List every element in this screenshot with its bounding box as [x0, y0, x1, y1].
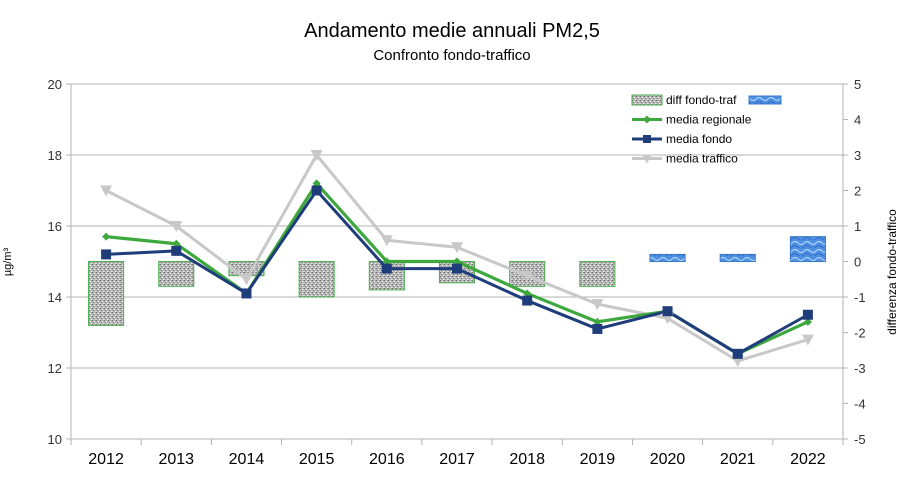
- point-media-traffico: [100, 185, 113, 197]
- y2-tick-label: 2: [854, 184, 861, 199]
- point-media-traffico: [240, 274, 253, 286]
- point-media-traffico: [801, 334, 814, 346]
- legend-label-media-fondo: media fondo: [666, 132, 732, 146]
- x-tick-label: 2018: [509, 451, 545, 468]
- y2-tick-label: 4: [854, 113, 861, 128]
- chart-subtitle: Confronto fondo-traffico: [373, 47, 531, 64]
- y-tick-label: 12: [48, 361, 62, 376]
- point-media-regionale: [523, 289, 532, 298]
- point-media-regionale: [172, 239, 181, 248]
- legend-marker-media-regionale: [643, 115, 651, 124]
- point-media-traffico: [170, 221, 183, 232]
- legend-swatch-positive-diff-fondo-traf: [748, 95, 782, 105]
- bar-diff-fondo-traf: [158, 261, 195, 287]
- point-media-fondo: [732, 348, 743, 359]
- y2-tick-label: -1: [854, 290, 866, 305]
- point-media-traffico: [451, 242, 463, 254]
- point-media-fondo: [101, 249, 112, 260]
- legend-marker-media-fondo: [643, 135, 651, 143]
- point-media-fondo: [381, 263, 392, 274]
- point-media-regionale: [453, 257, 461, 266]
- y-tick-label: 20: [48, 77, 62, 92]
- point-media-fondo: [171, 245, 182, 256]
- point-media-fondo: [802, 309, 813, 320]
- point-media-fondo: [241, 288, 252, 299]
- x-tick-label: 2013: [158, 451, 194, 468]
- point-media-regionale: [312, 179, 321, 188]
- x-tick-label: 2015: [299, 451, 335, 468]
- point-media-traffico: [591, 299, 604, 311]
- y2-tick-label: -3: [854, 361, 866, 376]
- y2-tick-label: -4: [854, 397, 866, 412]
- point-media-traffico: [310, 150, 323, 161]
- bar-diff-fondo-traf: [649, 253, 686, 262]
- point-media-fondo: [592, 323, 603, 334]
- point-media-regionale: [803, 317, 812, 326]
- y2-tick-label: 1: [854, 219, 861, 234]
- x-tick-label: 2016: [369, 451, 405, 468]
- point-media-fondo: [452, 263, 462, 274]
- point-media-fondo: [522, 295, 533, 306]
- point-media-regionale: [382, 257, 391, 266]
- x-tick-label: 2017: [439, 451, 475, 468]
- y2-tick-label: 0: [854, 255, 861, 270]
- y-tick-label: 16: [48, 219, 62, 234]
- y-tick-label: 14: [48, 290, 62, 305]
- x-tick-label: 2014: [229, 451, 265, 468]
- bar-diff-fondo-traf: [719, 253, 756, 262]
- point-media-regionale: [593, 317, 602, 326]
- legend-label-media-regionale: media regionale: [666, 113, 752, 127]
- bar-diff-fondo-traf: [579, 261, 616, 287]
- legend-marker-media-traffico: [642, 154, 652, 164]
- y2-tick-label: 5: [854, 77, 861, 92]
- chart-title: Andamento medie annuali PM2,5: [304, 20, 600, 42]
- x-tick-label: 2012: [88, 451, 124, 468]
- point-media-fondo: [662, 306, 673, 317]
- point-media-traffico: [521, 270, 534, 282]
- y2-tick-label: -2: [854, 326, 866, 341]
- point-media-traffico: [380, 235, 393, 247]
- legend-swatch-diff-fondo-traf: [631, 94, 663, 106]
- bar-diff-fondo-traf: [88, 261, 125, 326]
- y-tick-label: 10: [48, 432, 62, 447]
- x-tick-label: 2021: [720, 451, 756, 468]
- y2-tick-label: -5: [854, 432, 866, 447]
- x-tick-label: 2020: [650, 451, 686, 468]
- point-media-fondo: [311, 185, 322, 196]
- bar-diff-fondo-traf: [789, 236, 826, 262]
- x-tick-label: 2019: [580, 451, 616, 468]
- y2-tick-label: 3: [854, 148, 861, 163]
- point-media-regionale: [102, 232, 111, 241]
- bar-diff-fondo-traf: [298, 261, 335, 298]
- x-tick-label: 2022: [790, 451, 826, 468]
- legend-label-media-traffico: media traffico: [666, 152, 738, 166]
- y-tick-label: 18: [48, 148, 62, 163]
- legend-label-diff-fondo-traf: diff fondo-traf: [666, 93, 737, 107]
